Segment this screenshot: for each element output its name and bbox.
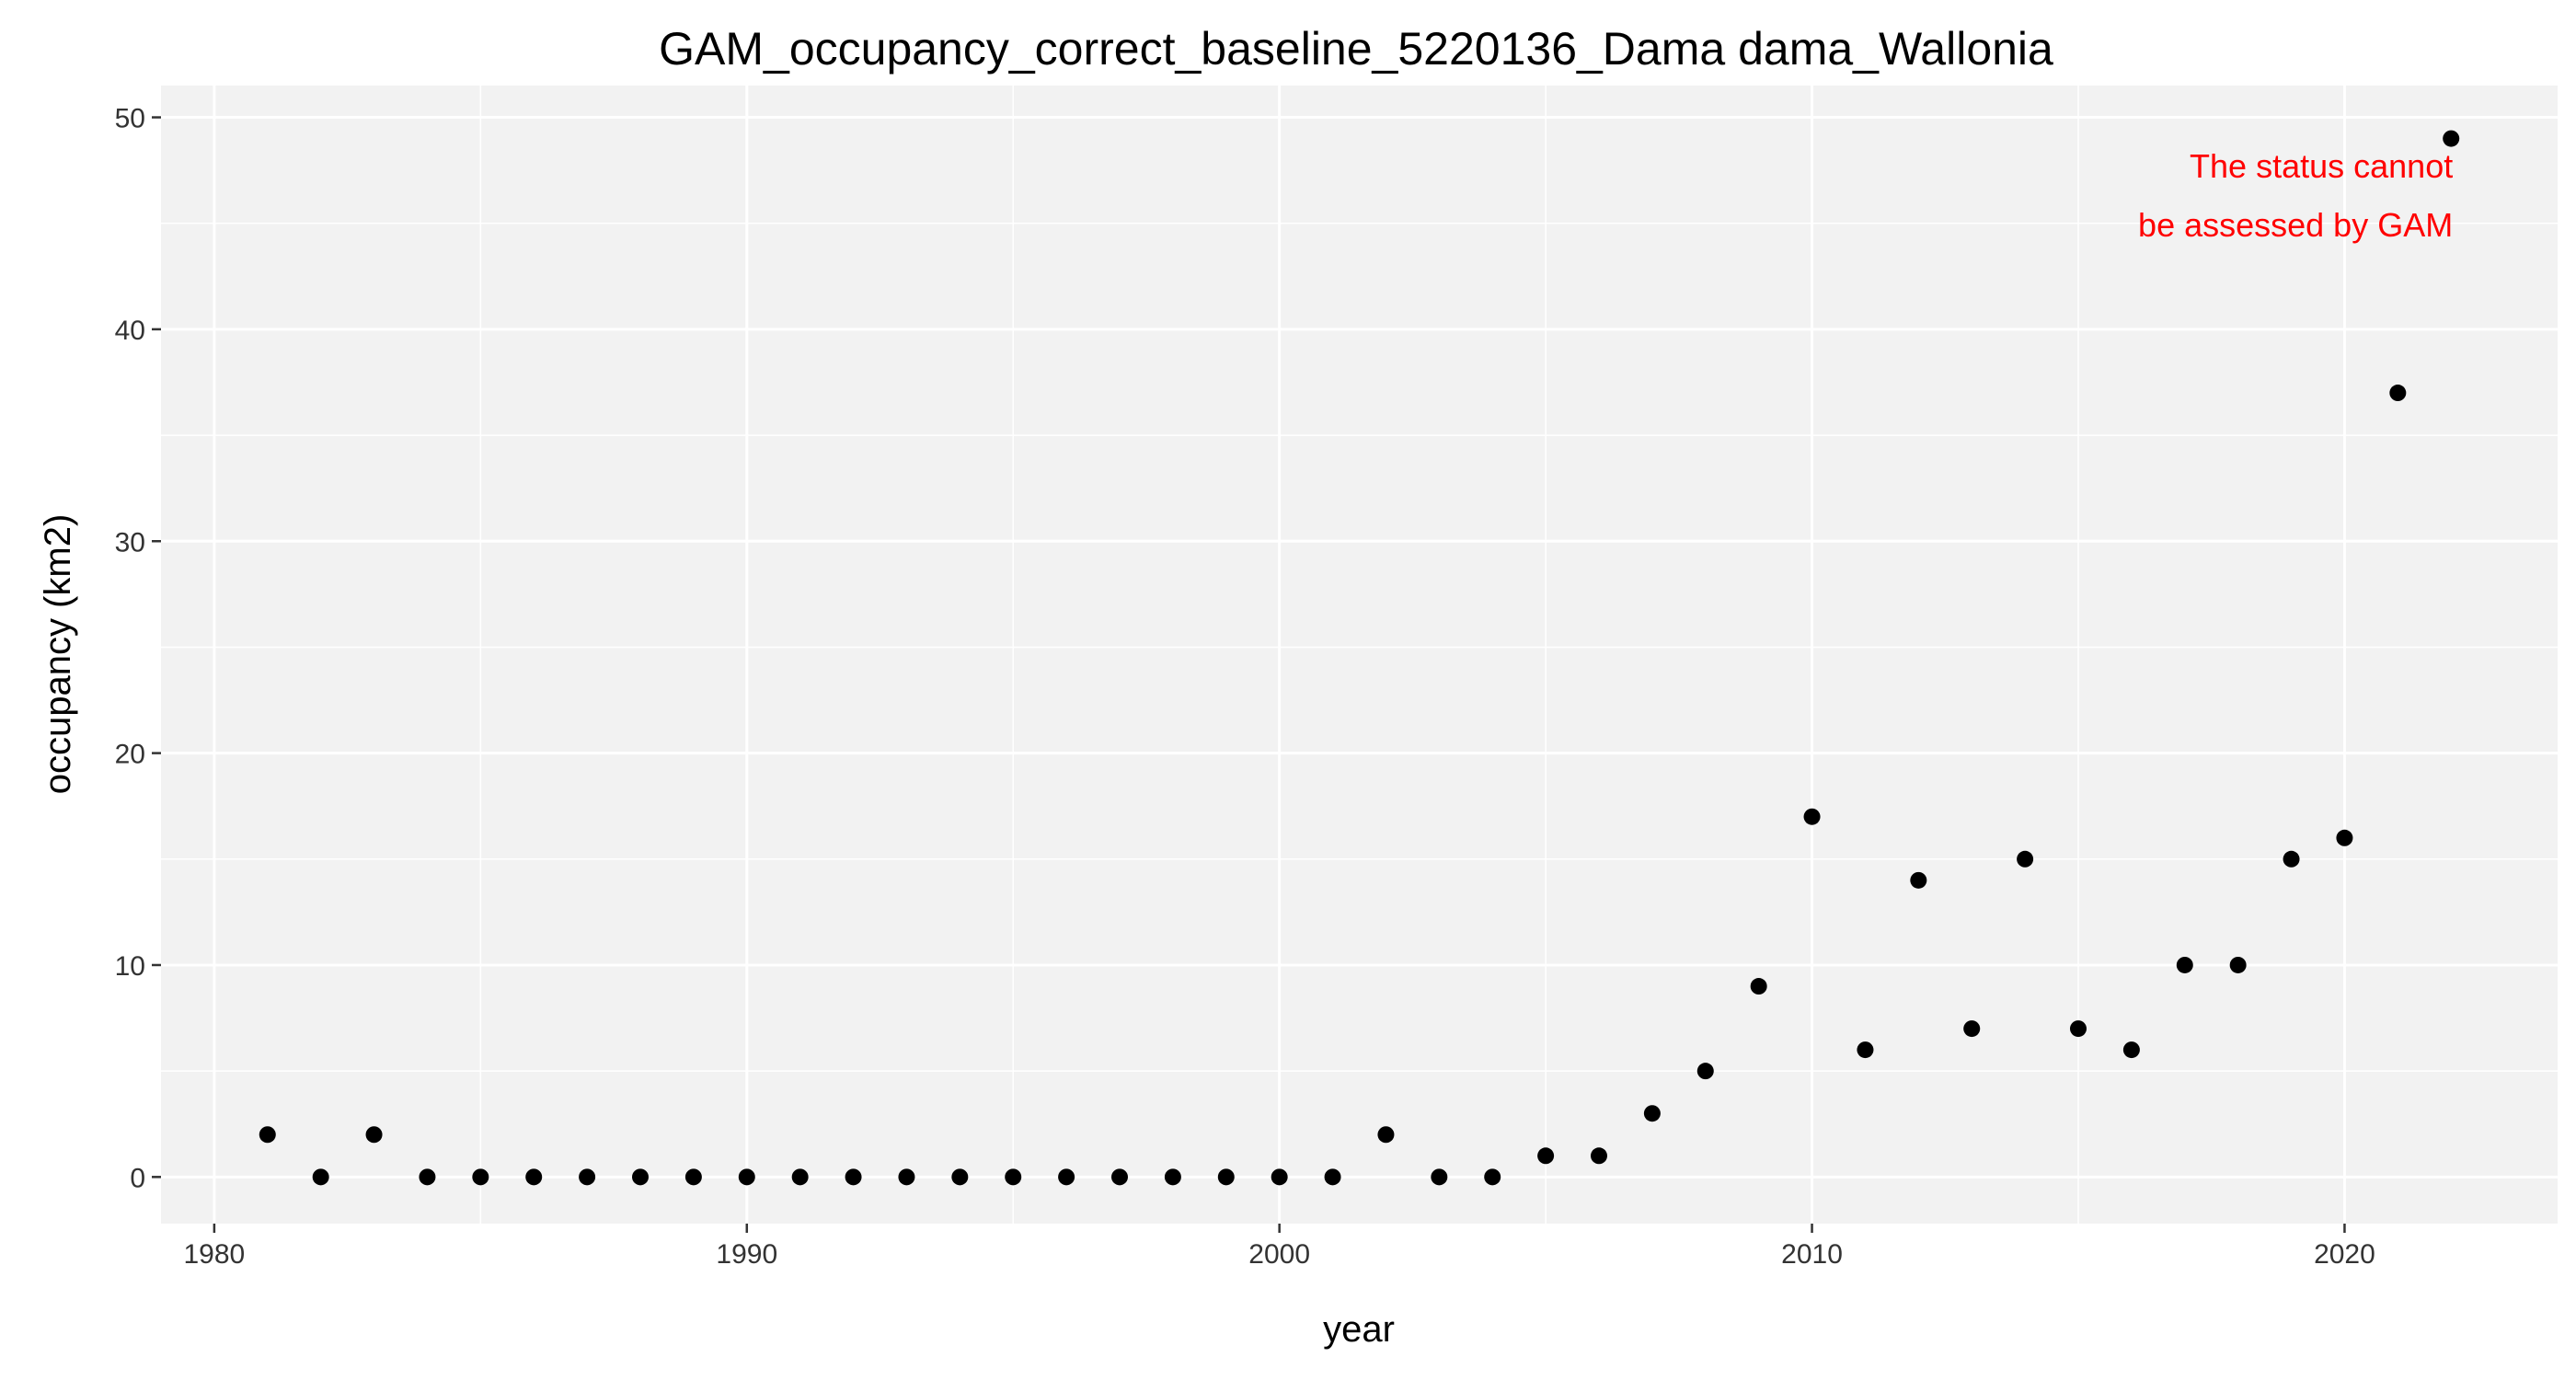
data-point bbox=[472, 1168, 489, 1186]
x-tick-label: 1980 bbox=[184, 1239, 246, 1270]
x-tick-label: 1990 bbox=[716, 1239, 777, 1270]
grid bbox=[161, 86, 2558, 1224]
data-points bbox=[259, 130, 2460, 1186]
data-point bbox=[1271, 1168, 1288, 1186]
data-point bbox=[1377, 1126, 1395, 1144]
data-point bbox=[2336, 829, 2353, 846]
data-point bbox=[1324, 1168, 1341, 1186]
y-axis-title: occupancy (km2) bbox=[38, 514, 78, 795]
y-tick-label: 0 bbox=[130, 1163, 145, 1193]
data-point bbox=[1217, 1168, 1235, 1186]
data-point bbox=[1431, 1168, 1448, 1186]
data-point bbox=[525, 1168, 543, 1186]
data-point bbox=[1484, 1168, 1501, 1186]
y-tick-label: 10 bbox=[115, 951, 145, 982]
data-point bbox=[365, 1126, 383, 1144]
data-point bbox=[1643, 1105, 1661, 1122]
plot-panel bbox=[161, 86, 2558, 1224]
data-point bbox=[259, 1126, 276, 1144]
data-point bbox=[1696, 1063, 1714, 1080]
y-tick-label: 50 bbox=[115, 104, 145, 134]
annotation-line: The status cannot bbox=[2190, 147, 2453, 185]
data-point bbox=[684, 1168, 702, 1186]
data-point bbox=[2229, 956, 2247, 973]
data-point bbox=[1111, 1168, 1128, 1186]
data-point bbox=[2176, 956, 2193, 973]
data-point bbox=[898, 1168, 915, 1186]
annotation-line: be assessed by GAM bbox=[2138, 206, 2453, 244]
data-point bbox=[791, 1168, 809, 1186]
data-point bbox=[1591, 1147, 1607, 1165]
x-tick-label: 2010 bbox=[1781, 1239, 1843, 1270]
data-point bbox=[1058, 1168, 1075, 1186]
data-point bbox=[1857, 1041, 1874, 1059]
data-point bbox=[1910, 871, 1927, 889]
y-tick-label: 40 bbox=[115, 316, 145, 346]
annotation: The status cannot be assessed by GAM bbox=[2138, 147, 2453, 244]
data-point bbox=[845, 1168, 862, 1186]
data-point bbox=[1164, 1168, 1181, 1186]
data-point bbox=[1750, 978, 1767, 995]
data-point bbox=[419, 1168, 436, 1186]
data-point bbox=[1803, 808, 1821, 825]
data-point bbox=[951, 1168, 969, 1186]
axis-ticks: 1980 1990 2000 2010 2020 0 10 20 30 40 50 bbox=[115, 104, 2375, 1270]
x-tick-label: 2020 bbox=[2314, 1239, 2375, 1270]
x-axis-title: year bbox=[1323, 1309, 1395, 1350]
data-point bbox=[1963, 1020, 1981, 1038]
data-point bbox=[1537, 1147, 1555, 1165]
data-point bbox=[2389, 385, 2407, 402]
data-point bbox=[632, 1168, 649, 1186]
data-point bbox=[2070, 1020, 2087, 1038]
data-point bbox=[738, 1168, 755, 1186]
data-point bbox=[579, 1168, 596, 1186]
data-point bbox=[2122, 1041, 2140, 1059]
data-point bbox=[312, 1168, 329, 1186]
data-point bbox=[2443, 130, 2460, 147]
chart-title: GAM_occupancy_correct_baseline_5220136_D… bbox=[659, 23, 2053, 75]
data-point bbox=[2283, 850, 2300, 868]
y-tick-label: 20 bbox=[115, 740, 145, 770]
x-tick-label: 2000 bbox=[1248, 1239, 1310, 1270]
data-point bbox=[1005, 1168, 1022, 1186]
y-tick-label: 30 bbox=[115, 527, 145, 558]
data-point bbox=[2017, 850, 2034, 868]
